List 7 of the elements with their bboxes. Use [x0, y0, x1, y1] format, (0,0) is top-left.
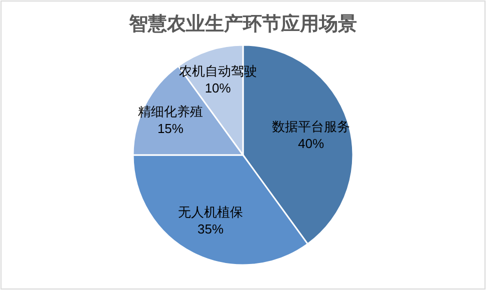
data-label: 10%: [204, 80, 232, 96]
slice-label: 无人机植保: [178, 204, 244, 220]
data-label: 15%: [157, 121, 184, 136]
chart-title: 智慧农业生产环节应用场景: [128, 13, 357, 35]
data-label: 40%: [298, 136, 324, 151]
data-label: 35%: [198, 222, 224, 237]
slice-label: 精细化养殖: [138, 104, 203, 120]
